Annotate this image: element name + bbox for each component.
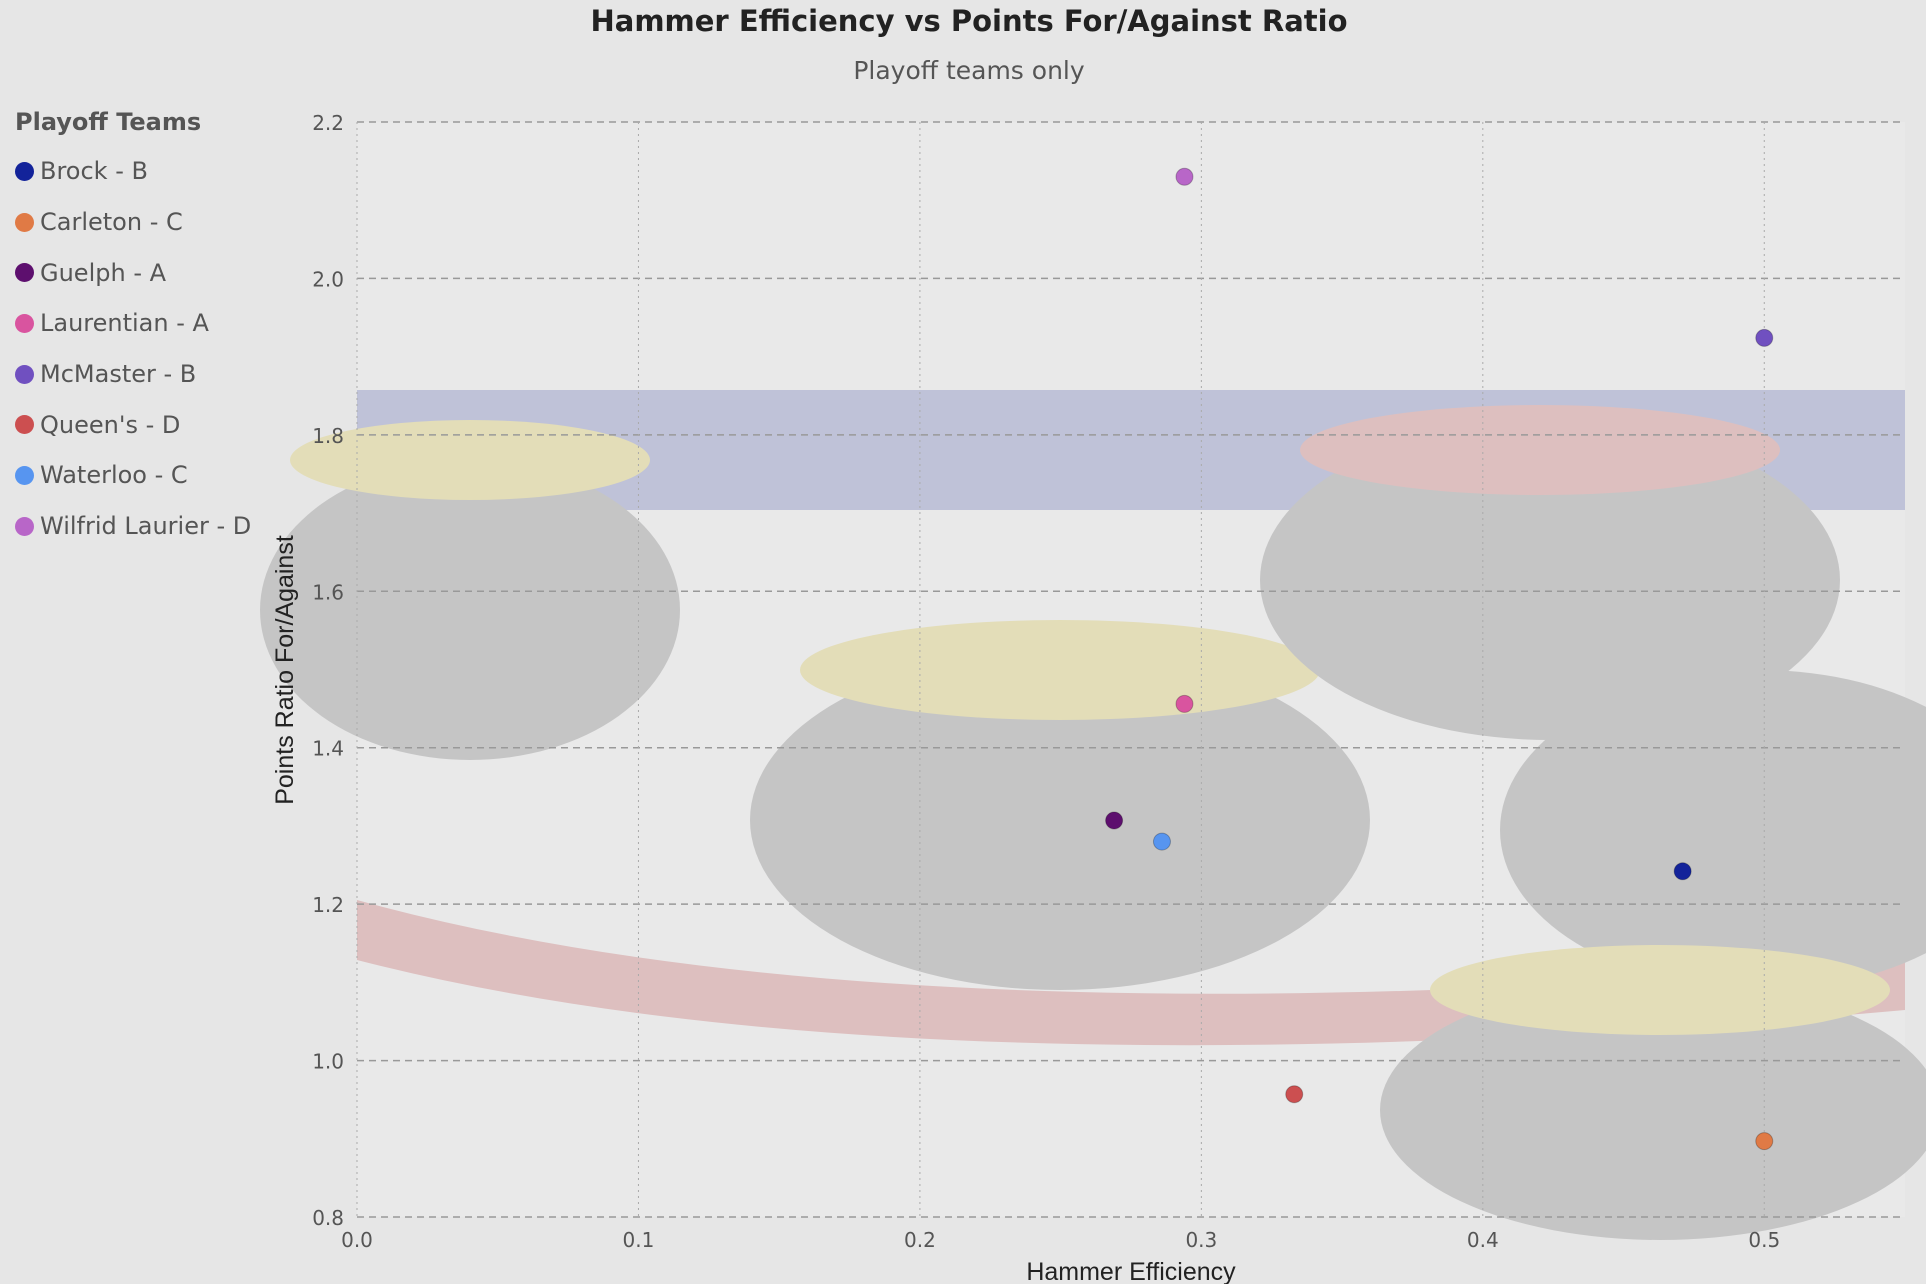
legend-title: Playoff Teams (15, 108, 202, 136)
x-axis-label: Hammer Efficiency (1026, 1258, 1236, 1284)
x-tick-label: 0.5 (1748, 1228, 1780, 1252)
y-axis-label: Points Ratio For/Against (271, 535, 299, 805)
chart-subtitle: Playoff teams only (853, 56, 1085, 85)
x-tick-label: 0.2 (904, 1228, 936, 1252)
legend-label: Carleton - C (40, 208, 183, 237)
legend-label: Brock - B (40, 157, 148, 186)
data-point[interactable] (1105, 811, 1124, 830)
legend-item[interactable]: Waterloo - C (15, 450, 251, 501)
legend-label: Guelph - A (40, 258, 167, 287)
y-tick-label: 0.8 (312, 1206, 344, 1230)
x-tick-label: 0.3 (1185, 1228, 1217, 1252)
legend-item[interactable]: Laurentian - A (15, 298, 251, 349)
legend-item[interactable]: McMaster - B (15, 349, 251, 400)
legend-label: Waterloo - C (40, 461, 188, 490)
legend-marker-icon (15, 263, 34, 283)
legend-marker-icon (15, 364, 34, 384)
legend-marker-icon (15, 161, 34, 181)
y-tick-label: 1.4 (312, 737, 344, 761)
legend-item[interactable]: Carleton - C (15, 197, 251, 248)
x-tick-label: 0.1 (623, 1228, 655, 1252)
data-point[interactable] (1175, 694, 1194, 713)
x-tick-label: 0.4 (1467, 1228, 1499, 1252)
y-tick-label: 1.8 (312, 424, 344, 448)
legend-item[interactable]: Queen's - D (15, 399, 251, 450)
data-point[interactable] (1673, 862, 1692, 881)
legend-label: McMaster - B (40, 360, 197, 389)
legend-item[interactable]: Guelph - A (15, 247, 251, 298)
legend-marker-icon (15, 313, 34, 333)
data-point[interactable] (1152, 832, 1171, 851)
data-point[interactable] (1755, 328, 1774, 347)
legend-marker-icon (15, 415, 34, 435)
chart-title: Hammer Efficiency vs Points For/Against … (590, 4, 1348, 38)
legend-label: Queen's - D (40, 410, 181, 439)
legend-marker-icon (15, 212, 34, 232)
y-tick-label: 2.2 (312, 111, 344, 135)
data-point[interactable] (1755, 1132, 1774, 1151)
legend-marker-icon (15, 465, 34, 485)
y-tick-label: 1.2 (312, 893, 344, 917)
y-tick-label: 1.6 (312, 580, 344, 604)
legend-label: Wilfrid Laurier - D (40, 512, 252, 541)
background-image (260, 122, 1926, 1240)
data-point[interactable] (1285, 1085, 1304, 1104)
legend-item[interactable]: Brock - B (15, 146, 251, 197)
legend-marker-icon (15, 516, 34, 536)
x-tick-label: 0.0 (341, 1228, 373, 1252)
legend: Playoff Teams Brock - B Carleton - C Guelp… (15, 108, 251, 552)
data-point[interactable] (1175, 167, 1194, 186)
y-tick-label: 2.0 (312, 267, 344, 291)
y-tick-label: 1.0 (312, 1050, 344, 1074)
legend-label: Laurentian - A (40, 309, 209, 338)
legend-item[interactable]: Wilfrid Laurier - D (15, 501, 251, 552)
